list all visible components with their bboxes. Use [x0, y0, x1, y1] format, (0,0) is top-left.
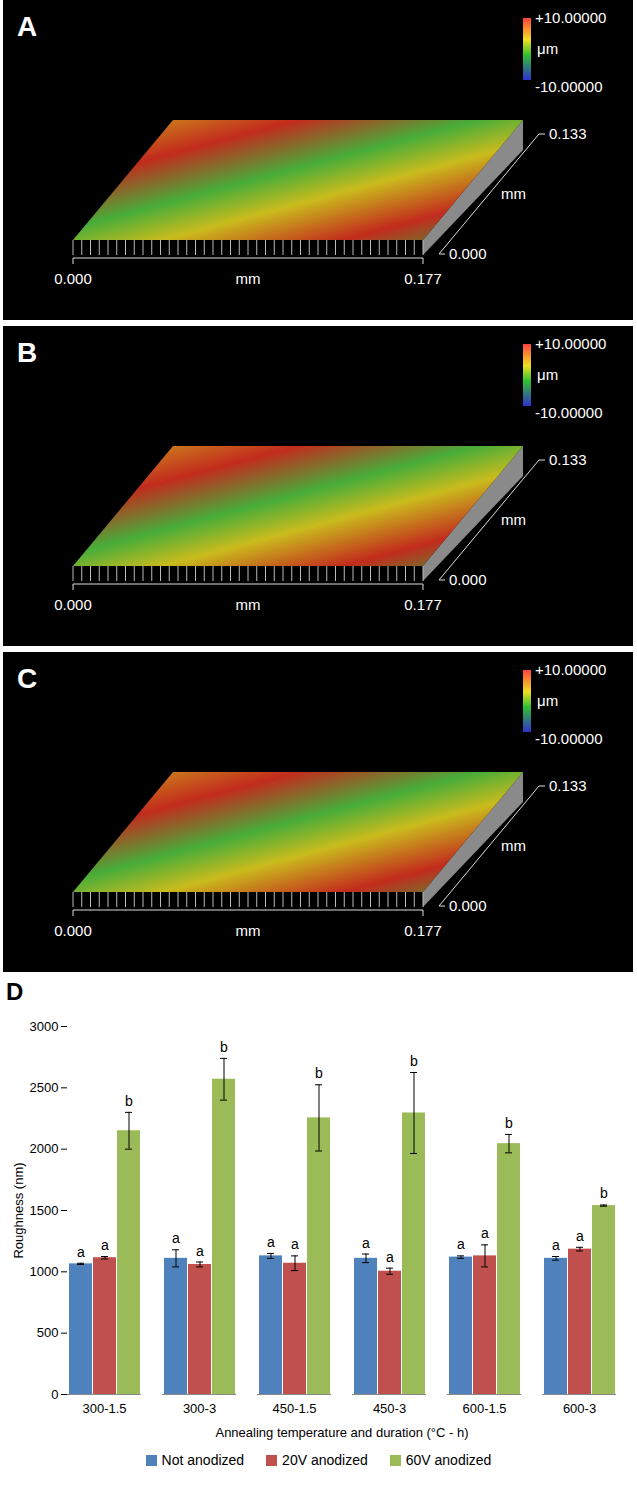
- svg-text:μm: μm: [537, 40, 558, 57]
- svg-text:0.000: 0.000: [449, 897, 487, 914]
- svg-text:b: b: [505, 1115, 513, 1131]
- svg-text:0.133: 0.133: [549, 777, 587, 794]
- svg-text:a: a: [77, 1244, 85, 1260]
- svg-text:a: a: [481, 1225, 489, 1241]
- svg-text:mm: mm: [501, 185, 526, 202]
- svg-text:C: C: [17, 663, 37, 694]
- svg-text:0.000: 0.000: [449, 571, 487, 588]
- svg-text:A: A: [17, 11, 37, 42]
- svg-text:2500: 2500: [30, 1080, 59, 1095]
- svg-text:+10.00000: +10.00000: [535, 661, 606, 678]
- svg-text:450-3: 450-3: [373, 1401, 406, 1416]
- svg-text:a: a: [101, 1237, 109, 1253]
- svg-text:mm: mm: [236, 922, 261, 939]
- svg-text:a: a: [172, 1230, 180, 1246]
- svg-text:-10.00000: -10.00000: [535, 730, 603, 747]
- svg-text:Annealing temperature and dura: Annealing temperature and duration (°C -…: [215, 1425, 468, 1440]
- svg-text:a: a: [291, 1236, 299, 1252]
- svg-text:B: B: [17, 337, 37, 368]
- svg-text:mm: mm: [236, 596, 261, 613]
- html-text:Not anodized: Not anodized: [161, 1452, 245, 1468]
- svg-text:0.000: 0.000: [54, 596, 92, 613]
- svg-text:0.000: 0.000: [54, 270, 92, 287]
- svg-text:2000: 2000: [30, 1141, 59, 1156]
- svg-text:b: b: [220, 1039, 228, 1055]
- svg-text:600-1.5: 600-1.5: [462, 1401, 506, 1416]
- svg-text:0: 0: [51, 1387, 58, 1402]
- svg-text:0.000: 0.000: [54, 922, 92, 939]
- html-text:60V anodized: 60V anodized: [405, 1452, 492, 1468]
- svg-text:a: a: [576, 1228, 584, 1244]
- svg-text:Roughness (nm): Roughness (nm): [11, 1162, 26, 1258]
- svg-text:a: a: [552, 1237, 560, 1253]
- svg-text:b: b: [315, 1065, 323, 1081]
- svg-text:1500: 1500: [30, 1203, 59, 1218]
- svg-text:a: a: [457, 1236, 465, 1252]
- svg-text:-10.00000: -10.00000: [535, 404, 603, 421]
- svg-text:450-1.5: 450-1.5: [272, 1401, 316, 1416]
- svg-text:0.133: 0.133: [549, 451, 587, 468]
- html-text:D: D: [6, 978, 24, 1005]
- svg-text:a: a: [362, 1235, 370, 1251]
- html-text:20V anodized: 20V anodized: [282, 1452, 368, 1468]
- svg-text:μm: μm: [537, 692, 558, 709]
- svg-text:a: a: [267, 1234, 275, 1250]
- svg-text:0.133: 0.133: [549, 125, 587, 142]
- svg-text:600-3: 600-3: [563, 1401, 596, 1416]
- svg-text:0.000: 0.000: [449, 245, 487, 262]
- svg-text:0.177: 0.177: [404, 596, 442, 613]
- svg-text:b: b: [125, 1093, 133, 1109]
- svg-text:1000: 1000: [30, 1264, 59, 1279]
- svg-text:mm: mm: [501, 837, 526, 854]
- svg-text:0.177: 0.177: [404, 922, 442, 939]
- svg-text:b: b: [410, 1053, 418, 1069]
- svg-text:300-3: 300-3: [183, 1401, 216, 1416]
- svg-text:300-1.5: 300-1.5: [82, 1401, 126, 1416]
- svg-text:mm: mm: [236, 270, 261, 287]
- svg-text:a: a: [386, 1249, 394, 1265]
- svg-text:0.177: 0.177: [404, 270, 442, 287]
- svg-text:mm: mm: [501, 511, 526, 528]
- svg-text:b: b: [600, 1185, 608, 1201]
- svg-text:500: 500: [37, 1325, 59, 1340]
- svg-text:+10.00000: +10.00000: [535, 335, 606, 352]
- svg-text:3000: 3000: [30, 1019, 59, 1034]
- svg-text:μm: μm: [537, 366, 558, 383]
- svg-text:+10.00000: +10.00000: [535, 9, 606, 26]
- svg-text:a: a: [196, 1243, 204, 1259]
- svg-text:-10.00000: -10.00000: [535, 78, 603, 95]
